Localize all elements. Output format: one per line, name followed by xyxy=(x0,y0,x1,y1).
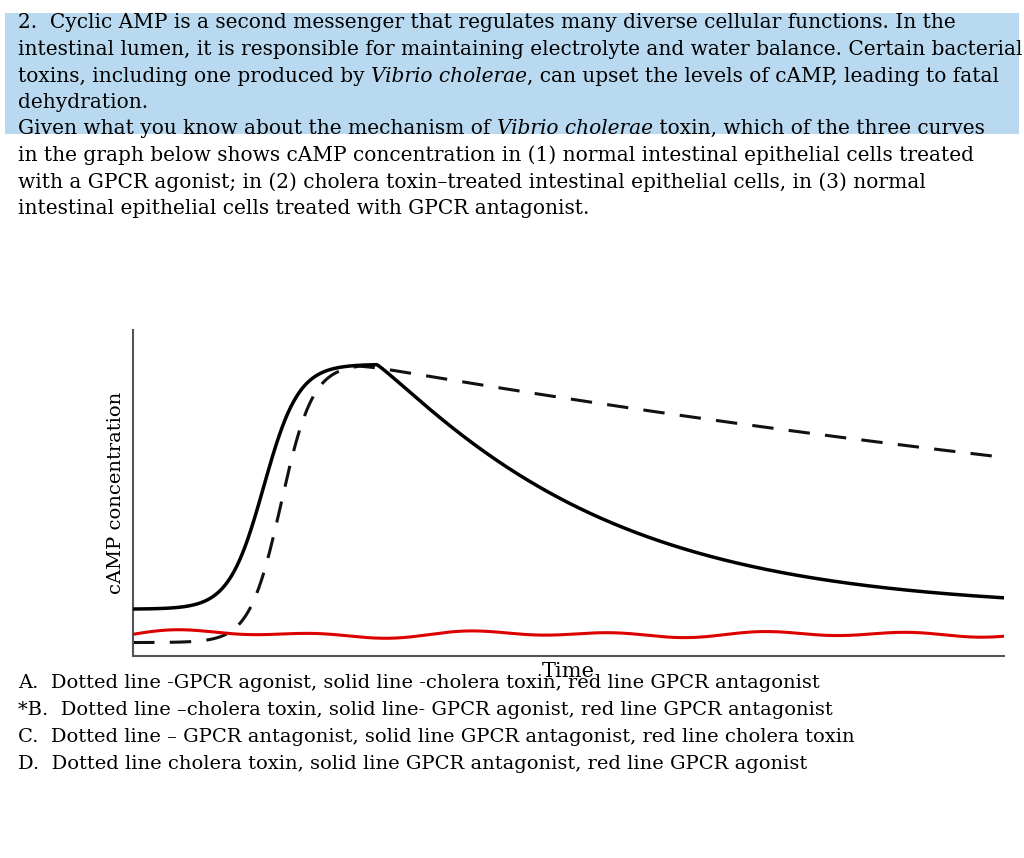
Text: intestinal lumen, it is responsible for maintaining electrolyte and water balanc: intestinal lumen, it is responsible for … xyxy=(18,39,1023,58)
Text: *B.  Dotted line –cholera toxin, solid line- GPCR agonist, red line GPCR antagon: *B. Dotted line –cholera toxin, solid li… xyxy=(18,701,834,719)
Text: dehydration.: dehydration. xyxy=(18,94,148,112)
Text: intestinal epithelial cells treated with GPCR antagonist.: intestinal epithelial cells treated with… xyxy=(18,199,590,218)
Y-axis label: cAMP concentration: cAMP concentration xyxy=(106,392,125,595)
Text: C.  Dotted line – GPCR antagonist, solid line GPCR antagonist, red line cholera : C. Dotted line – GPCR antagonist, solid … xyxy=(18,728,855,746)
Text: 2.  Cyclic AMP is a second messenger that regulates many diverse cellular functi: 2. Cyclic AMP is a second messenger that… xyxy=(18,13,956,32)
Text: with a GPCR agonist; in (2) cholera toxin–treated intestinal epithelial cells, i: with a GPCR agonist; in (2) cholera toxi… xyxy=(18,172,927,192)
Text: in the graph below shows cAMP concentration in (1) normal intestinal epithelial : in the graph below shows cAMP concentrat… xyxy=(18,146,975,166)
Text: Vibrio cholerae: Vibrio cholerae xyxy=(372,67,527,86)
Text: A.  Dotted line -GPCR agonist, solid line -cholera toxin, red line GPCR antagoni: A. Dotted line -GPCR agonist, solid line… xyxy=(18,674,820,692)
Text: Vibrio cholerae: Vibrio cholerae xyxy=(498,118,653,138)
Text: toxins, including one produced by: toxins, including one produced by xyxy=(18,67,372,86)
Text: toxin, which of the three curves: toxin, which of the three curves xyxy=(653,118,985,138)
Text: D.  Dotted line cholera toxin, solid line GPCR antagonist, red line GPCR agonist: D. Dotted line cholera toxin, solid line… xyxy=(18,755,808,773)
Text: Given what you know about the mechanism of: Given what you know about the mechanism … xyxy=(18,118,498,138)
Text: , can upset the levels of cAMP, leading to fatal: , can upset the levels of cAMP, leading … xyxy=(527,67,999,86)
X-axis label: Time: Time xyxy=(542,662,595,681)
